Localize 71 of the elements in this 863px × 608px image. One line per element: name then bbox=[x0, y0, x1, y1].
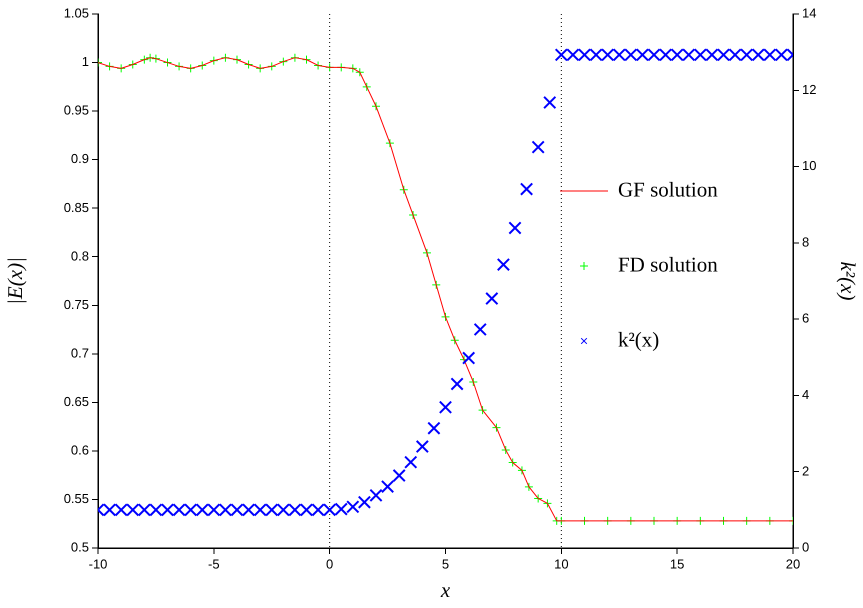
legend-label: k²(x) bbox=[618, 328, 660, 352]
point bbox=[478, 406, 488, 415]
x-tick-label: 5 bbox=[442, 556, 450, 572]
point bbox=[501, 445, 510, 454]
x-tick-label: -5 bbox=[208, 556, 220, 572]
point bbox=[468, 377, 478, 386]
point bbox=[198, 60, 207, 70]
point bbox=[302, 55, 311, 64]
point bbox=[267, 62, 276, 71]
point bbox=[362, 82, 372, 92]
point bbox=[105, 62, 114, 71]
legend-label: FD solution bbox=[618, 252, 718, 277]
legend-label: GF solution bbox=[618, 178, 718, 202]
y2-tick-label: 4 bbox=[802, 387, 810, 402]
y-tick-label: 0.85 bbox=[64, 200, 89, 215]
point bbox=[232, 55, 242, 64]
point bbox=[517, 466, 526, 475]
point bbox=[408, 210, 418, 220]
point bbox=[128, 60, 138, 69]
point bbox=[146, 53, 155, 62]
x-axis-title: x bbox=[440, 578, 451, 602]
point bbox=[508, 458, 518, 468]
y-tick-label: 0.95 bbox=[64, 102, 89, 118]
y-tick-label: 0.75 bbox=[64, 296, 89, 312]
point bbox=[220, 53, 230, 62]
y-tick-label: 0.8 bbox=[70, 248, 89, 264]
y-tick-label: 0.7 bbox=[70, 345, 89, 360]
point bbox=[163, 58, 172, 68]
y2-tick-label: 14 bbox=[802, 6, 816, 21]
point bbox=[186, 64, 196, 73]
point bbox=[450, 336, 460, 345]
y2-tick-label: 8 bbox=[802, 234, 810, 250]
y2-tick-label: 12 bbox=[802, 82, 816, 97]
y-tick-label: 0.55 bbox=[64, 491, 89, 506]
y2-axis-title: k²(x) bbox=[836, 262, 860, 300]
y-tick-label: 1 bbox=[82, 54, 89, 70]
point bbox=[441, 312, 450, 322]
point bbox=[256, 64, 265, 73]
y-tick-label: 0.9 bbox=[70, 151, 89, 166]
x-tick-label: 0 bbox=[326, 556, 334, 572]
point bbox=[278, 57, 288, 66]
point bbox=[244, 60, 254, 69]
point bbox=[290, 53, 300, 62]
point bbox=[385, 138, 394, 148]
y-tick-label: 1.05 bbox=[64, 6, 89, 21]
point bbox=[399, 185, 408, 194]
y-axis-title: |E(x)| bbox=[3, 257, 28, 305]
point bbox=[140, 55, 149, 64]
point bbox=[372, 102, 380, 111]
point bbox=[314, 60, 323, 70]
point bbox=[151, 54, 160, 64]
y2-tick-label: 10 bbox=[802, 158, 816, 174]
point bbox=[524, 482, 534, 492]
y2-tick-label: 2 bbox=[802, 463, 810, 478]
point bbox=[209, 56, 218, 66]
x-tick-label: 10 bbox=[554, 556, 569, 572]
y2-tick-label: 6 bbox=[802, 310, 810, 326]
point bbox=[542, 498, 552, 508]
y-tick-label: 0.6 bbox=[70, 442, 89, 458]
x-tick-label: 20 bbox=[786, 556, 800, 572]
y-tick-label: 0.65 bbox=[64, 394, 89, 409]
point bbox=[116, 64, 126, 73]
y-tick-label: 0.5 bbox=[70, 540, 89, 555]
x-tick-label: -10 bbox=[88, 556, 108, 572]
point bbox=[174, 62, 184, 71]
point bbox=[422, 248, 432, 258]
y2-tick-label: 0 bbox=[802, 540, 810, 555]
point bbox=[432, 280, 441, 290]
x-tick-label: 15 bbox=[670, 556, 684, 572]
point bbox=[534, 494, 543, 503]
point bbox=[492, 423, 501, 432]
